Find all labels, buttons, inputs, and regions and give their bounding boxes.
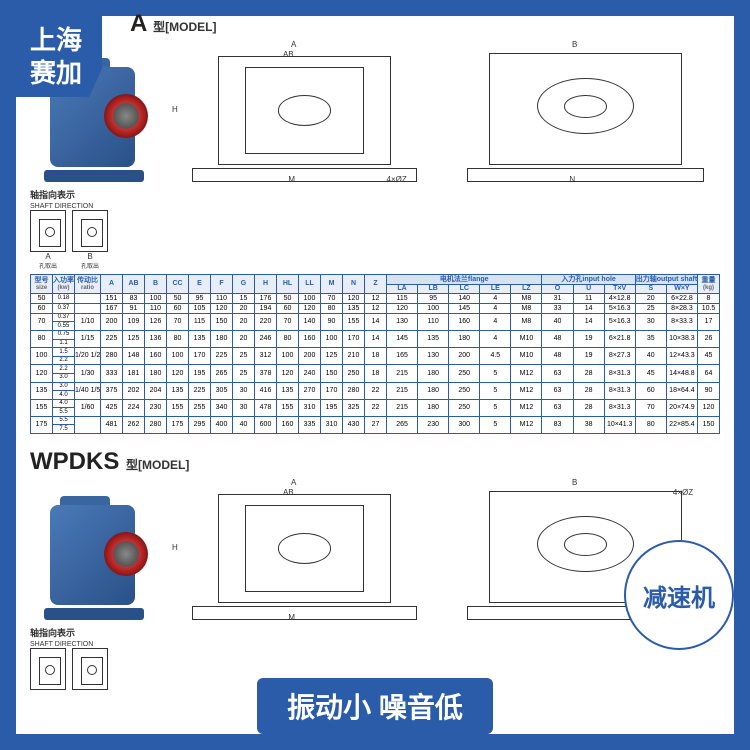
brand-badge: 上海 赛加 — [16, 16, 102, 97]
front-view-b: A AB H M — [170, 480, 439, 620]
shaft-diag-icon — [30, 210, 66, 252]
dim: M — [288, 175, 295, 184]
dim: M — [288, 613, 295, 622]
table-row: 600.371679111060105120201946012080135121… — [31, 304, 720, 314]
tech-drawing-a: A AB H M 4×ØZ B N — [170, 42, 720, 182]
table-row: 1001.51/20 1/252801481601001702252531210… — [31, 348, 720, 357]
model-b-title: WPDKS 型[MODEL] — [30, 448, 720, 476]
model-a-suffix: 型[MODEL] — [153, 20, 216, 34]
dim: B — [572, 40, 577, 49]
model-b-suffix: 型[MODEL] — [126, 458, 189, 472]
catalog-content: A 型[MODEL] A AB H M 4×ØZ — [30, 10, 720, 690]
table-row: 1755.54812622801752954004060016033531043… — [31, 416, 720, 425]
spec-table-a: 型号size入功率(kw)传动比ratioAABBCCEFGHHLLLMNZ电机… — [30, 274, 720, 434]
dim: 4×ØZ — [387, 175, 407, 184]
model-a-block: A 型[MODEL] A AB H M 4×ØZ — [30, 10, 720, 434]
product-circle-badge: 减速机 — [624, 540, 734, 650]
gearbox-b-photo — [30, 490, 160, 620]
shaft-sub: SHAFT DIRECTION — [30, 203, 120, 210]
dim: H — [172, 105, 178, 114]
dim: AB — [283, 488, 294, 497]
dim: A — [291, 478, 296, 487]
table-body-a: 500.181518310050951101517650100701201211… — [31, 294, 720, 434]
model-a-name: A — [130, 10, 146, 37]
dim: B — [572, 478, 577, 487]
circle-text: 减速机 — [643, 578, 715, 613]
table-row: 700.371/10200109126701151502022070140901… — [31, 313, 720, 322]
brand-text: 上海 赛加 — [30, 25, 82, 88]
footer-text: 振动小 噪音低 — [257, 678, 493, 734]
footer: 振动小 噪音低 — [0, 678, 750, 734]
model-b-name: WPDKS — [30, 448, 119, 475]
dim: 4×ØZ — [673, 488, 693, 497]
table-row: 500.181518310050951101517650100701201211… — [31, 294, 720, 304]
shaft-label: 轴指向表示 — [30, 188, 120, 201]
shaft-label: 轴指向表示 — [30, 626, 120, 639]
model-b-block: WPDKS 型[MODEL] A AB H M — [30, 448, 720, 690]
front-view-a: A AB H M 4×ØZ — [170, 42, 439, 182]
shaft-sub: SHAFT DIRECTION — [30, 641, 120, 648]
table-head: 型号size入功率(kw)传动比ratioAABBCCEFGHHLLLMNZ电机… — [31, 275, 720, 294]
table-row: 1353.01/40 1/503752022041352253053041613… — [31, 382, 720, 391]
shaft-direction-a: 轴指向表示 SHAFT DIRECTION A孔取出 B孔取出 — [30, 188, 120, 270]
table-row: 1202.21/30333181180120195265253781202401… — [31, 365, 720, 374]
dim: A — [291, 40, 296, 49]
dim: AB — [283, 50, 294, 59]
model-a-drawings: A AB H M 4×ØZ B N — [30, 42, 720, 182]
side-view-a: B N — [451, 42, 720, 182]
lbl: 孔取出 — [30, 261, 66, 270]
dim: N — [569, 175, 575, 184]
dim: H — [172, 543, 178, 552]
shaft-diag-icon — [72, 210, 108, 252]
model-b-drawings: A AB H M B 4×ØZ — [30, 480, 720, 620]
table-row: 1554.01/60425224230155255340304781553101… — [31, 399, 720, 408]
model-a-title: A 型[MODEL] — [130, 10, 720, 38]
lbl: A — [45, 252, 50, 261]
lbl: B — [87, 252, 92, 261]
table-row: 800.751/15225125136801351802024680160100… — [31, 330, 720, 339]
lbl: 孔取出 — [72, 261, 108, 270]
